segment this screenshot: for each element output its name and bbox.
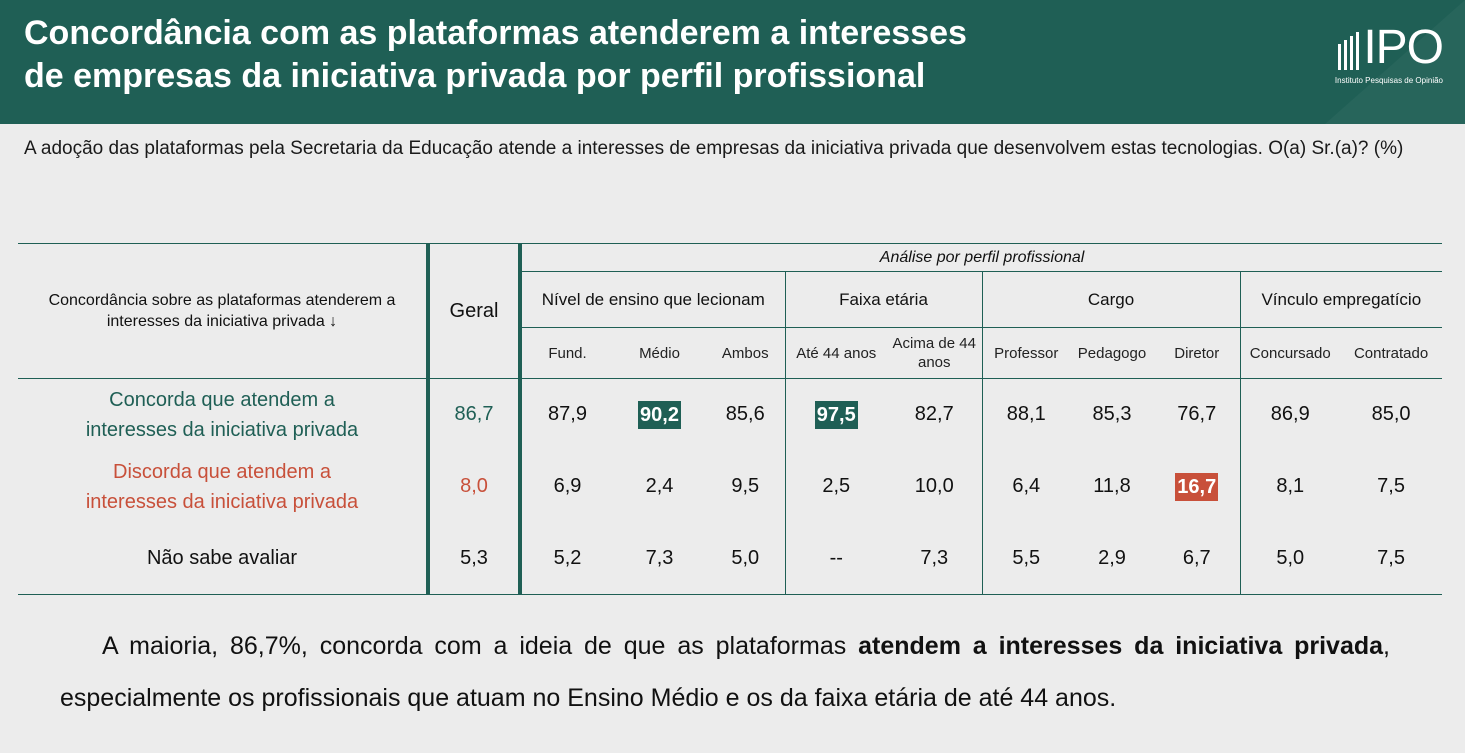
summary-part-2: , especialmente os profissionais que atu… [60, 632, 1390, 712]
logo-bars-icon [1338, 30, 1360, 70]
summary-bold: atendem a interesses da iniciativa priva… [858, 632, 1384, 660]
cell-value: 8,1 [1239, 450, 1340, 523]
sub-concursado: Concursado [1239, 327, 1340, 379]
cell-value: 5,0 [706, 522, 785, 595]
cell-value: 9,5 [731, 475, 760, 497]
cell-value: 6,4 [981, 450, 1070, 523]
cell-value: 7,3 [887, 522, 982, 595]
cell-value: 5,5 [981, 522, 1070, 595]
cell-value: 85,6 [725, 403, 765, 426]
cell-value: 5,0 [1239, 522, 1340, 595]
cell-value: 7,5 [1377, 475, 1405, 497]
row-label-line-1: Concorda que atendem a [109, 388, 335, 411]
cell-value: 2,9 [1070, 522, 1154, 595]
cell-value: 76,7 [1177, 403, 1217, 426]
highlight-badge: 90,2 [638, 400, 681, 429]
geral-value: 86,7 [426, 378, 522, 451]
cell-value: 6,7 [1154, 522, 1240, 595]
cell-value-highlight: 97,5 [784, 378, 887, 451]
group-vinculo: Vínculo empregatício [1239, 271, 1443, 328]
cell-value: 87,9 [548, 403, 587, 426]
cell-value: 86,9 [1239, 378, 1340, 451]
cell-value: -- [784, 522, 887, 595]
table-row-discorda: Discorda que atendem a interesses da ini… [18, 450, 1442, 523]
sub-diretor: Diretor [1154, 327, 1240, 379]
logo-text: IPO [1363, 21, 1444, 74]
sub-ate-44: Até 44 anos [784, 327, 887, 379]
cell-value-highlight: 90,2 [613, 379, 706, 451]
sub-pedagogo: Pedagogo [1070, 327, 1154, 379]
geral-value: 5,3 [426, 522, 522, 595]
cell-value: 82,7 [914, 403, 954, 426]
cell-value: 5,2 [520, 522, 613, 595]
cell-value: 2,5 [784, 450, 887, 523]
row-label-line-2: interesses da iniciativa privada [85, 490, 359, 513]
cell-value: 11,8 [1093, 475, 1131, 497]
header-decoration [1325, 0, 1465, 124]
sub-professor: Professor [981, 327, 1070, 379]
header-banner: Concordância com as plataformas atendere… [0, 0, 1465, 124]
cell-value-highlight: 16,7 [1154, 451, 1240, 523]
highlight-badge: 16,7 [1175, 472, 1219, 501]
row-label-discorda: Discorda que atendem a interesses da ini… [18, 451, 428, 523]
page-title: Concordância com as plataformas atendere… [24, 12, 1174, 98]
geral-value: 8,0 [426, 450, 522, 523]
ipo-logo: IPO Instituto Pesquisas de Opinião [1313, 21, 1444, 86]
title-line-1: Concordância com as plataformas atendere… [24, 14, 967, 52]
title-line-2: de empresas da iniciativa privada por pe… [24, 57, 926, 95]
survey-question: A adoção das plataformas pela Secretaria… [24, 138, 1404, 159]
cell-value: 85,3 [1092, 403, 1132, 426]
geral-header: Geral [426, 243, 522, 379]
sub-fund: Fund. [520, 327, 613, 379]
summary-part-1: A maioria, 86,7%, concorda com a ideia d… [102, 632, 859, 660]
group-nivel-ensino: Nível de ensino que lecionam [520, 271, 785, 328]
sub-medio: Médio [613, 327, 706, 379]
sub-acima-44: Acima de 44 anos [887, 327, 982, 379]
row-label-line-2: interesses da iniciativa privada [85, 418, 359, 441]
summary-text: A maioria, 86,7%, concorda com a ideia d… [60, 620, 1390, 724]
logo-mark: IPO [1313, 21, 1444, 74]
row-label-nao-sabe: Não sabe avaliar [18, 522, 428, 595]
logo-subtitle: Instituto Pesquisas de Opinião [1334, 76, 1443, 85]
cell-value: 7,5 [1340, 522, 1443, 595]
row-label-line-1: Discorda que atendem a [113, 460, 331, 483]
cell-value: 6,9 [553, 475, 582, 497]
table-row-concorda: Concorda que atendem a interesses da ini… [18, 378, 1442, 451]
results-table: Concordância sobre as plataformas atende… [18, 243, 1443, 595]
highlight-badge: 97,5 [814, 400, 858, 429]
cell-value: 10,0 [914, 475, 954, 497]
cell-value: 88,1 [981, 378, 1070, 451]
corner-label: Concordância sobre as plataformas atende… [18, 243, 428, 379]
sub-ambos: Ambos [706, 327, 785, 379]
group-faixa-etaria: Faixa etária [784, 271, 982, 328]
analise-header: Análise por perfil profissional [520, 243, 1443, 272]
sub-contratado: Contratado [1340, 327, 1443, 379]
cell-value: 85,0 [1371, 403, 1411, 426]
cell-value: 7,3 [613, 522, 706, 595]
row-label-concorda: Concorda que atendem a interesses da ini… [18, 379, 428, 451]
table-row-nao-sabe: Não sabe avaliar 5,3 5,2 7,3 5,0 -- 7,3 … [18, 522, 1443, 595]
cell-value: 2,4 [645, 475, 674, 497]
group-cargo: Cargo [981, 271, 1240, 328]
